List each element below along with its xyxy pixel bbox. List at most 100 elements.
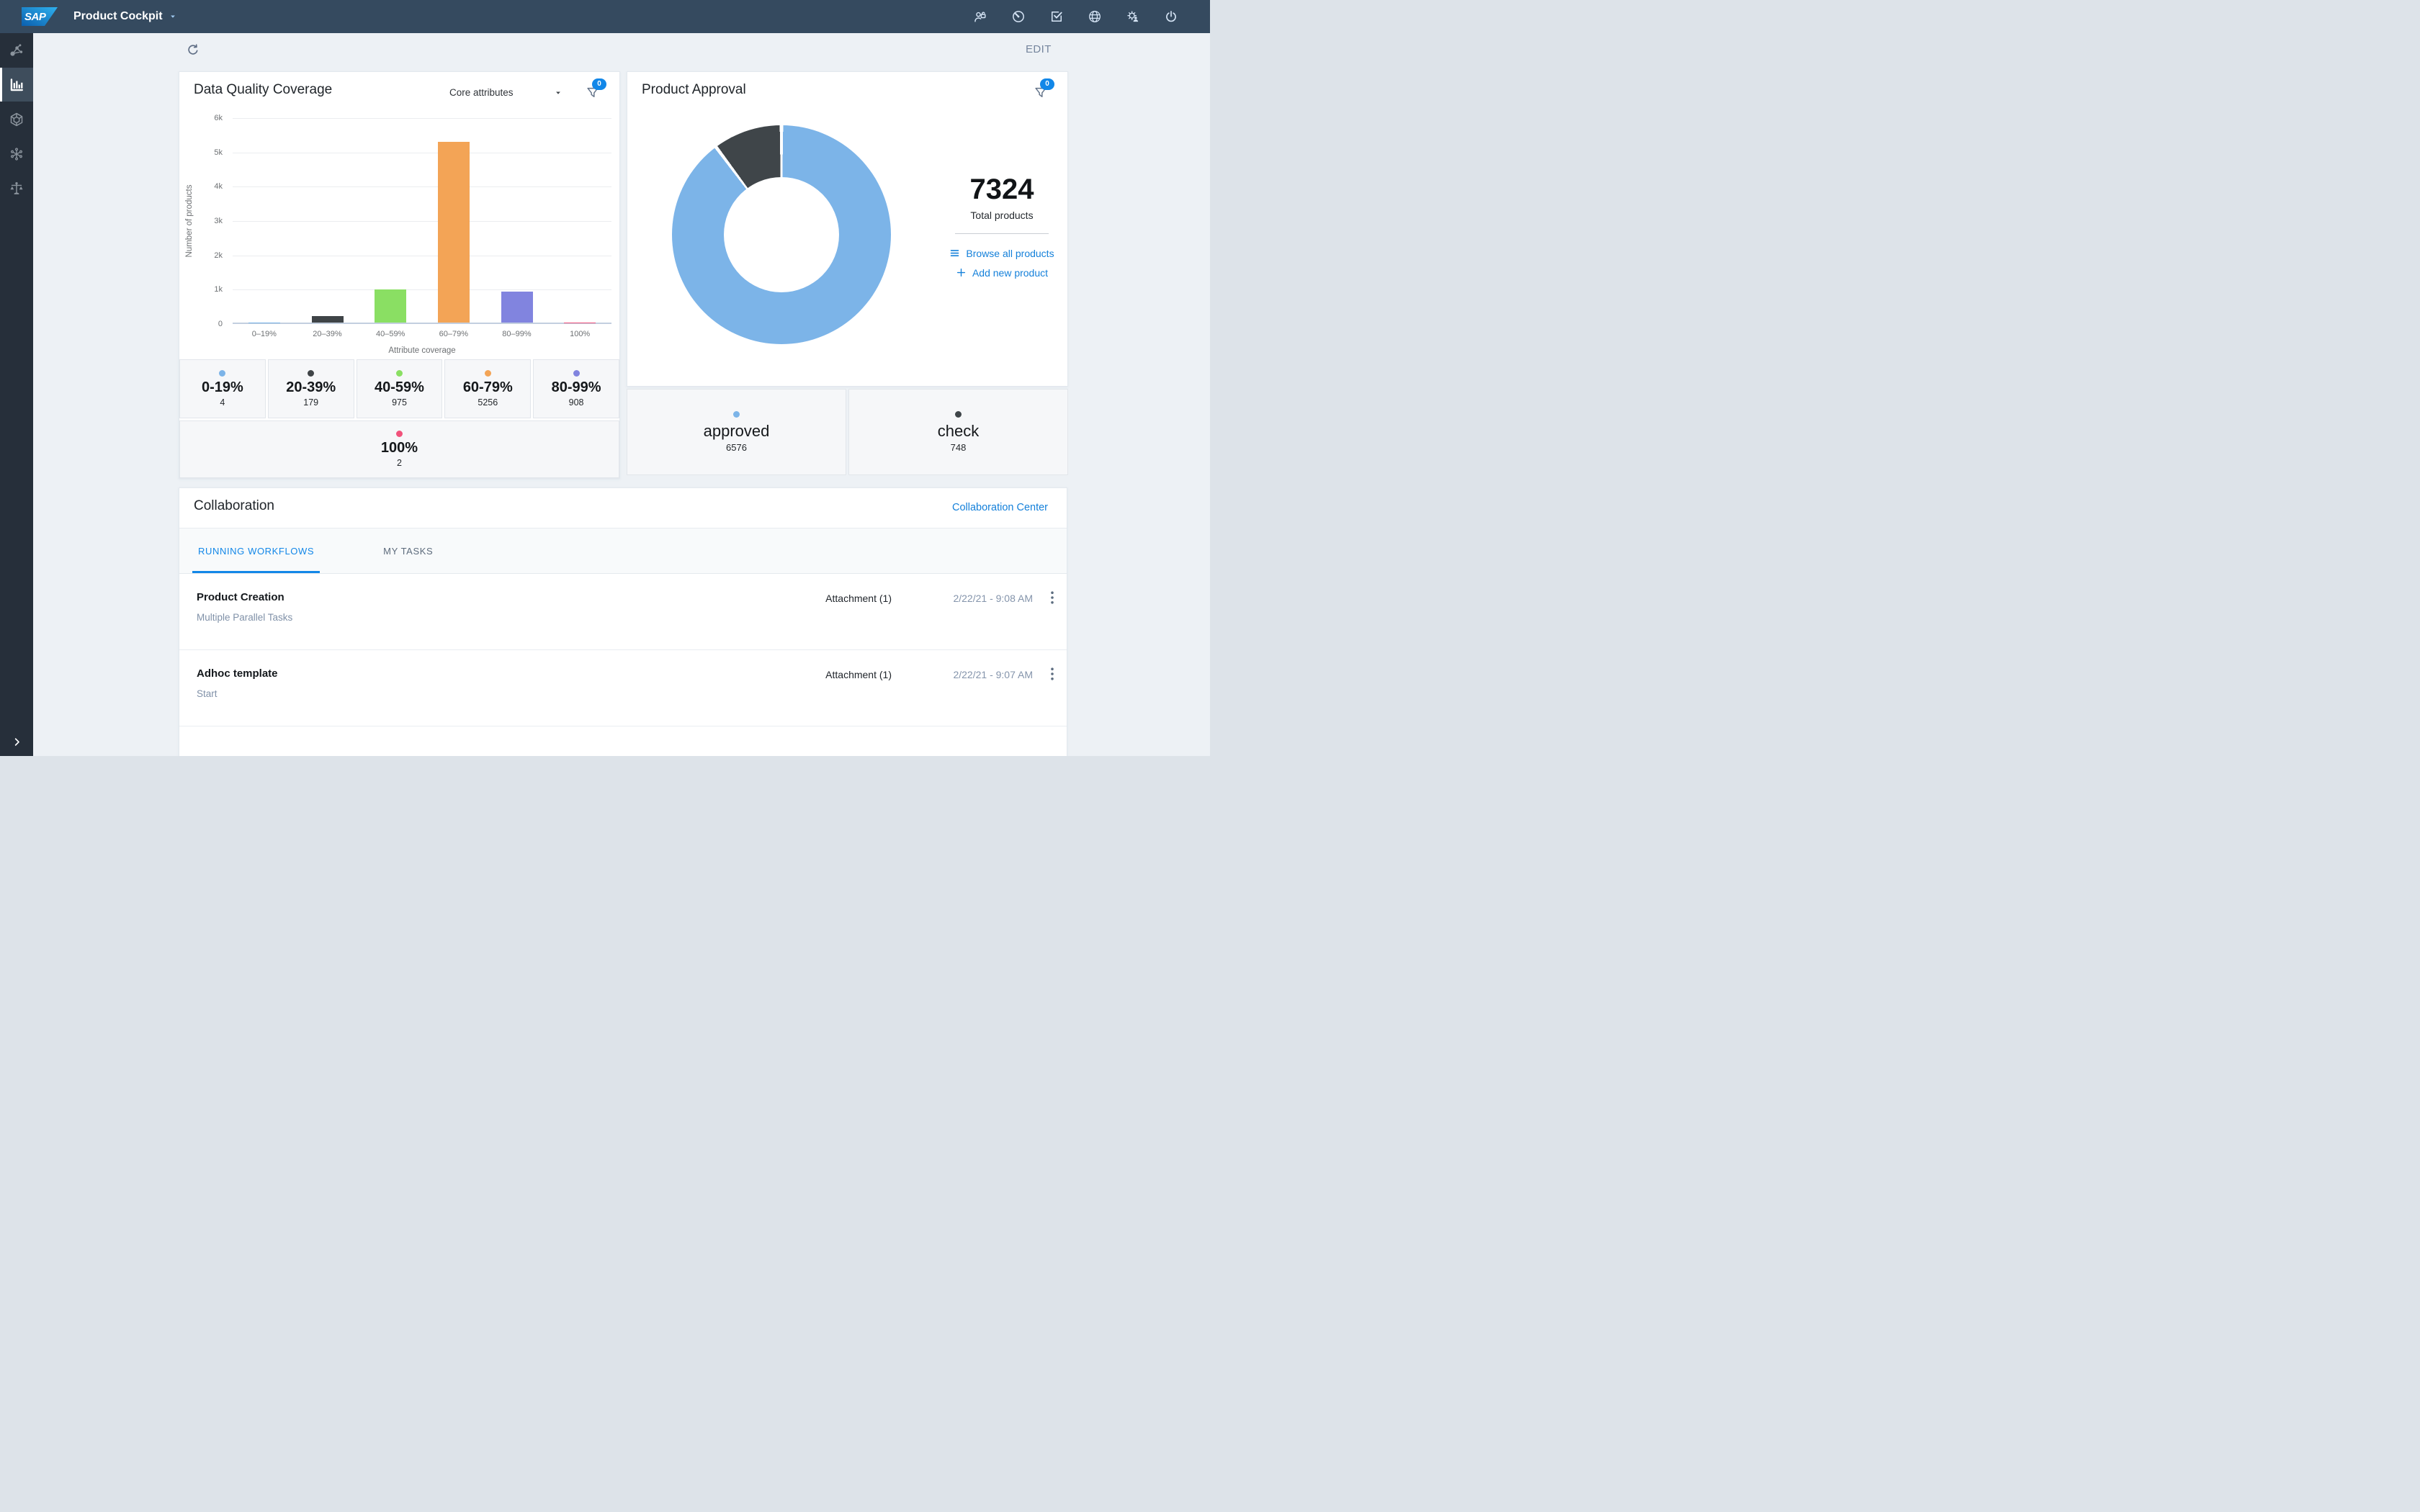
legend-tile-100%[interactable]: 100% 2 (179, 420, 619, 478)
sap-logo: SAP (22, 7, 58, 26)
approval-donut-chart[interactable]: 10.2 % 89.8 % (672, 125, 891, 372)
sap-logo-text: SAP (24, 10, 46, 23)
tab-my-tasks[interactable]: MY TASKS (383, 545, 434, 557)
x-tick: 60–79% (439, 330, 469, 338)
total-products-block: 7324 Total products Browse all products A… (908, 175, 1095, 282)
data-quality-title: Data Quality Coverage (194, 82, 333, 97)
filter-badge: 0 (1040, 78, 1054, 90)
workflow-subtitle: Multiple Parallel Tasks (197, 612, 293, 623)
filter-button[interactable]: 0 (585, 78, 606, 101)
legend-tile-0-19%[interactable]: 0-19% 4 (179, 359, 266, 418)
gridline (233, 221, 611, 222)
legend-range: 100% (380, 440, 418, 456)
top-bar: SAP Product Cockpit (0, 0, 1210, 33)
gauge-icon[interactable] (1011, 9, 1026, 24)
workflow-timestamp: 2/22/21 - 9:08 AM (953, 593, 1033, 604)
legend-range: 0-19% (201, 379, 243, 395)
browse-all-products-link[interactable]: Browse all products (908, 243, 1095, 263)
add-new-product-link[interactable]: Add new product (908, 263, 1095, 282)
workflow-title: Adhoc template (197, 667, 278, 680)
donut-slice-label-approved: 89.8 % (833, 359, 867, 372)
divider (955, 233, 1049, 234)
gridline (233, 186, 611, 188)
legend-dot-icon (219, 370, 226, 377)
bar-40–59%[interactable] (375, 289, 407, 323)
chevron-down-icon (169, 12, 177, 21)
sidebar-item-analytics[interactable] (0, 68, 33, 102)
coverage-legend: 0-19% 4 20-39% 179 40-59% 975 60-79% 5256 80-99%… (179, 359, 619, 478)
chevron-right-icon (12, 737, 22, 747)
status-tile-approved[interactable]: approved 6576 (627, 389, 846, 475)
y-axis-label: Number of products (185, 184, 194, 258)
workflow-row[interactable]: Adhoc template Start Attachment (1) 2/22/21… (179, 650, 1067, 726)
app-title-menu[interactable]: Product Cockpit (73, 10, 177, 23)
x-tick: 0–19% (251, 330, 277, 338)
legend-count: 179 (303, 397, 319, 408)
x-tick: 100% (570, 330, 591, 338)
x-tick: 20–39% (313, 330, 342, 338)
bar-60–79%[interactable] (437, 142, 470, 323)
sidebar-item-relations[interactable] (0, 33, 33, 67)
total-products-value: 7324 (969, 174, 1034, 205)
bar-chart-icon (9, 77, 24, 93)
edit-button[interactable]: EDIT (1026, 43, 1052, 55)
gridline (233, 323, 611, 324)
legend-tile-80-99%[interactable]: 80-99% 908 (533, 359, 619, 418)
legend-tile-60-79%[interactable]: 60-79% 5256 (444, 359, 532, 418)
y-axis-ticks: 0 1k 2k 3k 4k 5k 6k (198, 114, 228, 328)
menu-icon (949, 248, 960, 258)
task-check-icon[interactable] (1049, 9, 1064, 24)
kebab-menu-icon[interactable] (1044, 589, 1061, 608)
cube-icon (9, 112, 24, 127)
user-unlock-icon[interactable] (973, 9, 987, 24)
tab-running-workflows[interactable]: RUNNING WORKFLOWS (192, 528, 321, 573)
attributes-dropdown-value: Core attributes (449, 87, 514, 98)
molecule-icon (9, 42, 24, 58)
sidebar-item-network[interactable] (0, 137, 33, 171)
refresh-button[interactable] (186, 42, 200, 57)
link-label: Browse all products (966, 247, 1054, 259)
bar-80–99%[interactable] (501, 291, 533, 323)
power-icon[interactable] (1164, 9, 1178, 24)
product-approval-card: Product Approval 0 10.2 % 89.8 % 7324 To… (627, 71, 1068, 387)
workflow-row[interactable]: Product Creation Multiple Parallel Tasks A… (179, 574, 1067, 650)
legend-tile-40-59%[interactable]: 40-59% 975 (356, 359, 443, 418)
x-axis-label: Attribute coverage (388, 346, 456, 355)
sidebar-expand-button[interactable] (0, 737, 33, 747)
topbar-actions (973, 9, 1178, 24)
legend-range: 80-99% (551, 379, 601, 395)
collaboration-center-link[interactable]: Collaboration Center (952, 502, 1048, 513)
status-label: approved (703, 421, 770, 440)
kebab-menu-icon[interactable] (1044, 665, 1061, 684)
attributes-dropdown[interactable]: Core attributes (449, 87, 563, 98)
sidebar-item-compliance[interactable] (0, 171, 33, 205)
approval-status-tiles: approved 6576 check 748 (627, 389, 1068, 475)
status-tile-check[interactable]: check 748 (848, 389, 1068, 475)
legend-count: 908 (568, 397, 584, 408)
bar-20–39%[interactable] (311, 316, 344, 323)
status-dot-icon (955, 410, 962, 418)
plus-icon (956, 267, 967, 278)
product-cockpit-app: SAP Product Cockpit EDIT Data Quality Co… (0, 0, 1210, 756)
collaboration-tabs: RUNNING WORKFLOWS MY TASKS (179, 528, 1067, 574)
legend-dot-icon (484, 370, 491, 377)
scales-icon (9, 181, 24, 197)
chevron-down-icon (554, 89, 563, 97)
workflow-title: Product Creation (197, 591, 284, 603)
globe-icon[interactable] (1088, 9, 1102, 24)
product-approval-title: Product Approval (642, 82, 746, 97)
y-tick: 6k (214, 114, 223, 122)
legend-tile-20-39%[interactable]: 20-39% 179 (267, 359, 354, 418)
filter-button[interactable]: 0 (1033, 78, 1054, 101)
workflow-attachment[interactable]: Attachment (1) (825, 669, 892, 680)
workflow-attachment[interactable]: Attachment (1) (825, 593, 892, 604)
legend-dot-icon (396, 431, 403, 437)
user-settings-icon[interactable] (1126, 9, 1140, 24)
status-count: 6576 (726, 442, 747, 454)
sidebar-item-products[interactable] (0, 102, 33, 136)
bar-chart-plot (233, 118, 611, 324)
legend-count: 975 (392, 397, 407, 408)
legend-count: 4 (220, 397, 225, 408)
left-sidebar (0, 33, 33, 756)
y-tick: 3k (214, 217, 223, 225)
